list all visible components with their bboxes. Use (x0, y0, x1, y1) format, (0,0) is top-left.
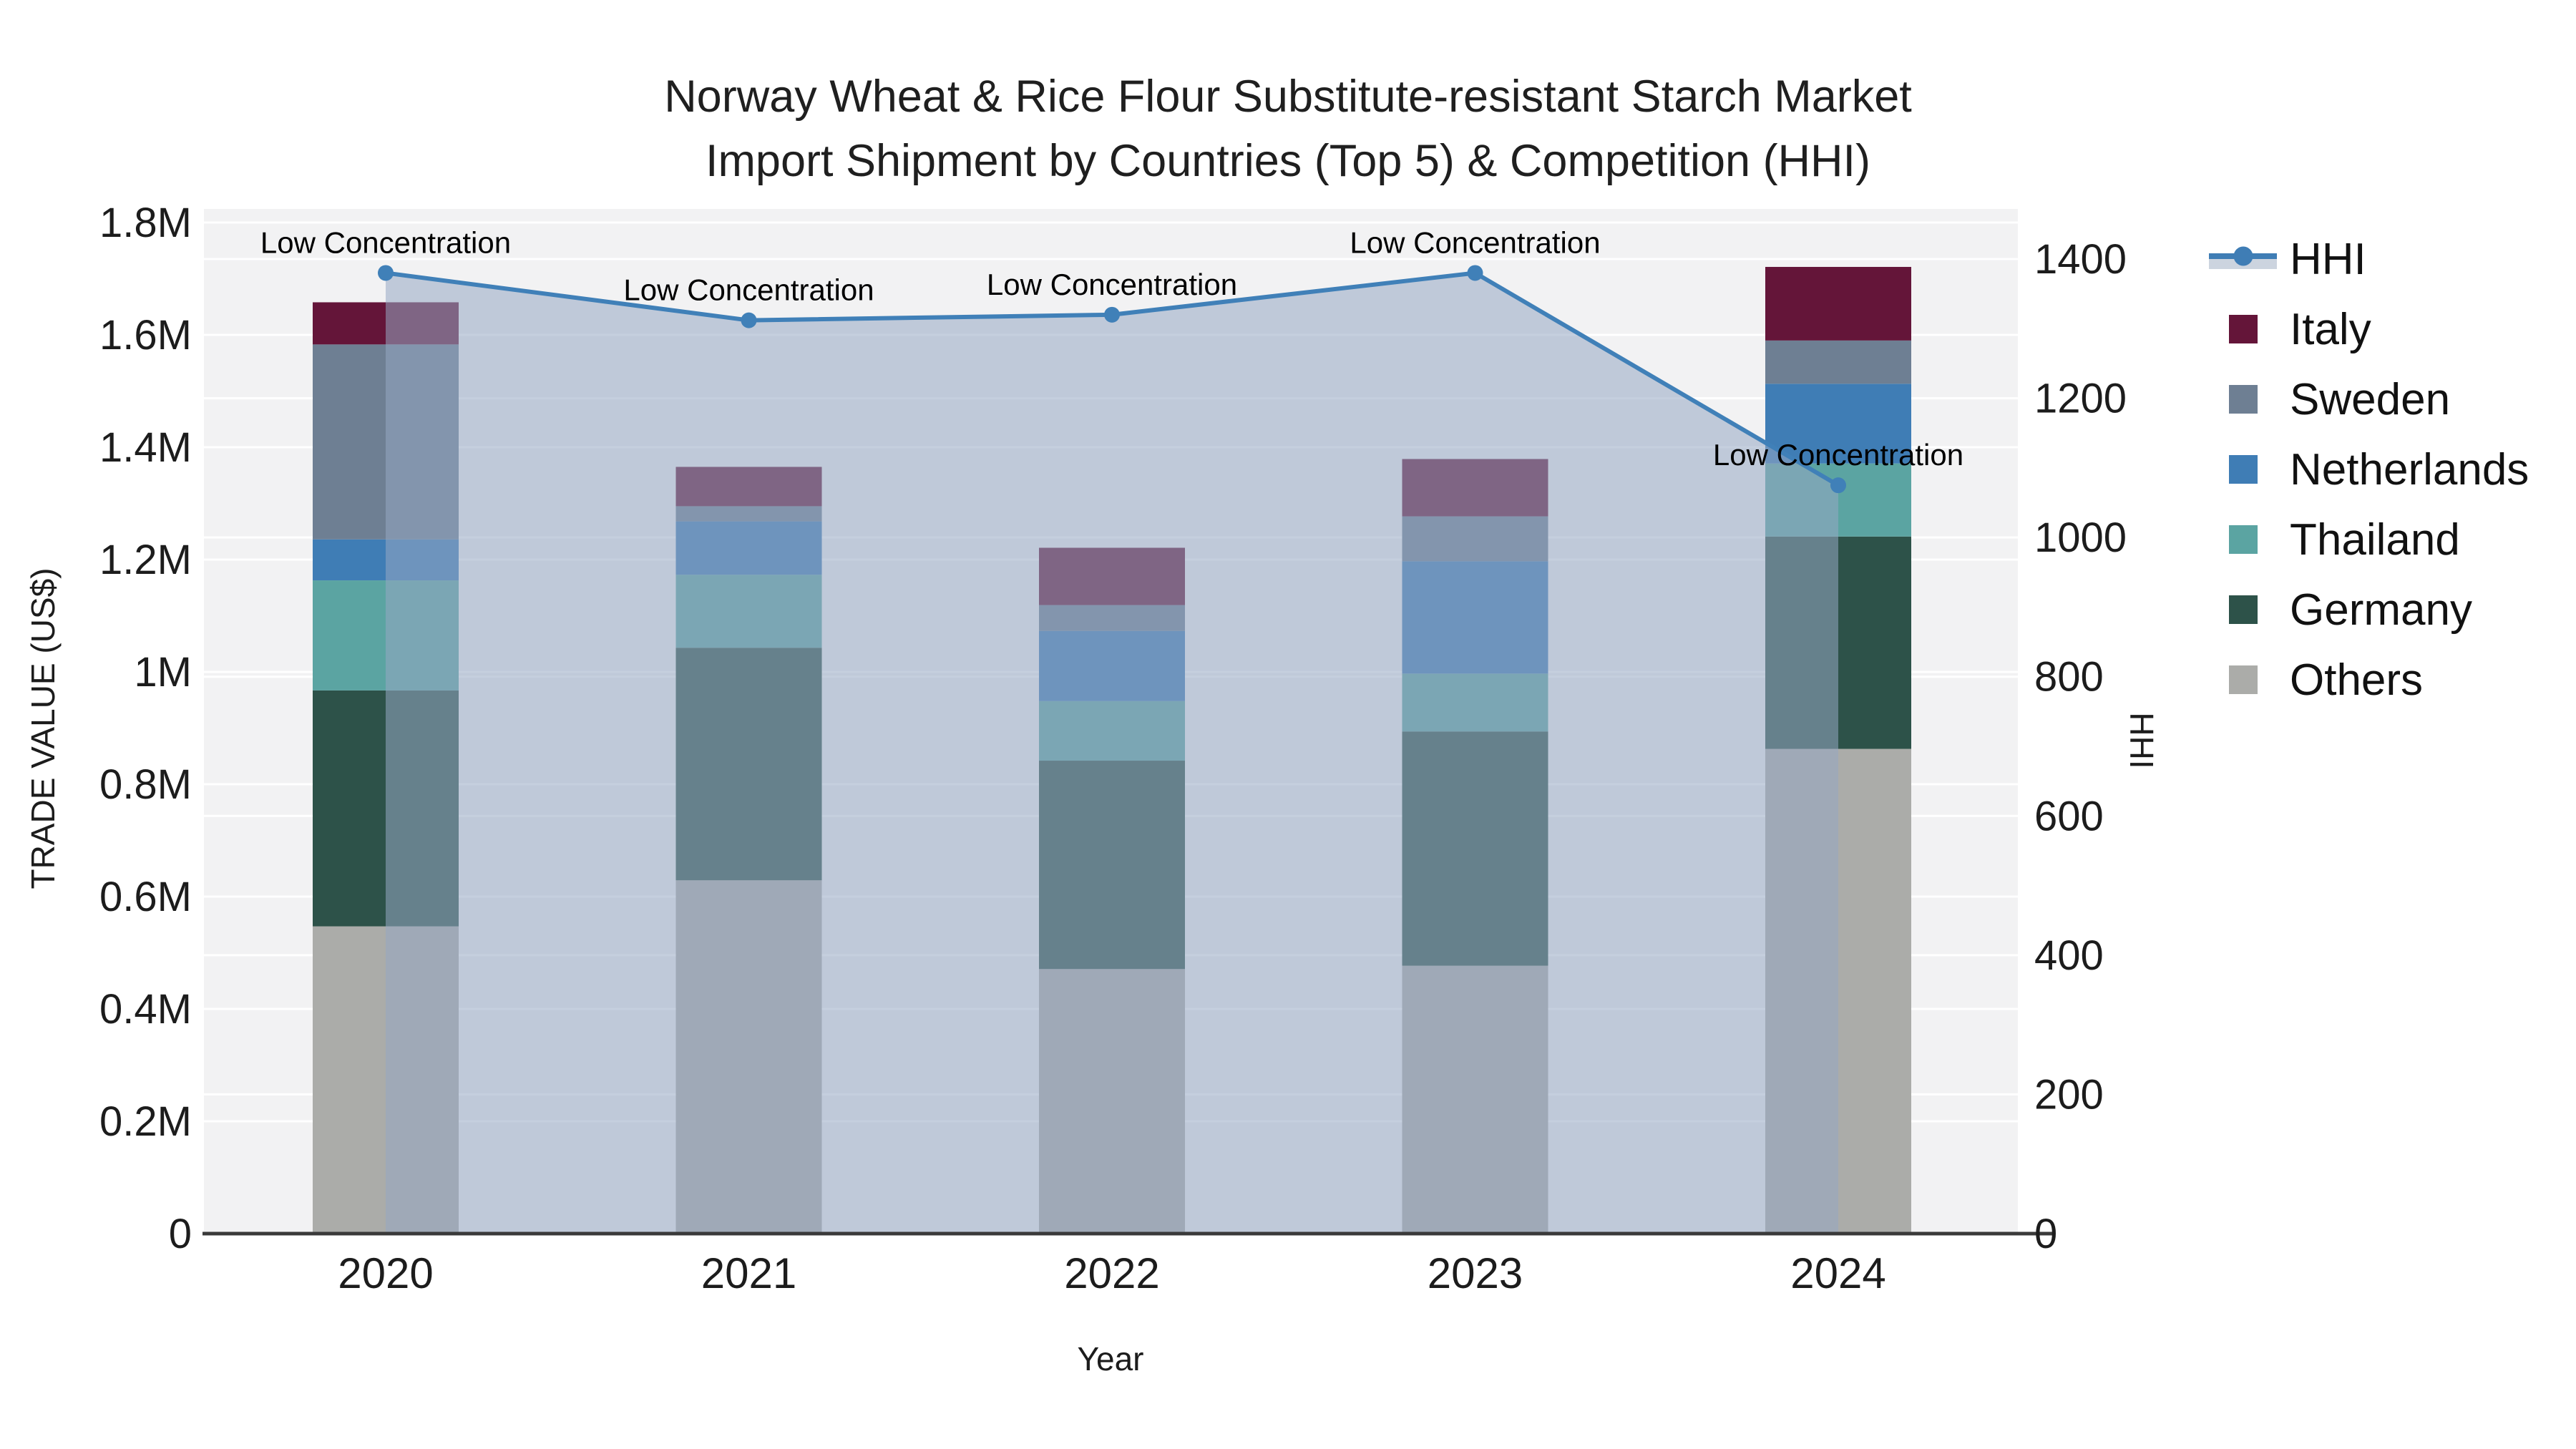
y-left-tick-0.6M: 0.6M (99, 874, 192, 920)
y-right-tick-800: 800 (2034, 654, 2104, 701)
legend-item-sweden[interactable]: Sweden (2209, 375, 2529, 424)
y-left-tick-0.8M: 0.8M (99, 761, 192, 808)
x-tick-2024: 2024 (1790, 1249, 1885, 1297)
legend-item-others[interactable]: Others (2209, 655, 2529, 705)
legend-swatch-sweden (2209, 385, 2277, 414)
hhi-point-2020[interactable] (378, 265, 394, 281)
x-tick-2021: 2021 (701, 1249, 796, 1297)
legend-item-germany[interactable]: Germany (2209, 585, 2529, 635)
y-left-tick-0.4M: 0.4M (99, 986, 192, 1033)
y-left-tick-1.4M: 1.4M (99, 424, 192, 471)
annotation-low-concentration-2022: Low Concentration (987, 268, 1237, 301)
legend-label-others: Others (2290, 655, 2424, 705)
color-square-icon (2228, 665, 2258, 694)
hhi-point-2024[interactable] (1830, 477, 1846, 494)
y-right-tick-1400: 1400 (2034, 236, 2127, 283)
legend-item-thailand[interactable]: Thailand (2209, 514, 2529, 565)
legend-swatch-netherlands (2209, 455, 2277, 484)
y-right-tick-600: 600 (2034, 793, 2104, 839)
x-tick-2023: 2023 (1428, 1249, 1523, 1297)
annotation-low-concentration-2024: Low Concentration (1713, 438, 1963, 472)
legend-label-thailand: Thailand (2290, 514, 2460, 565)
legend-label-hhi: HHI (2290, 234, 2366, 284)
color-square-icon (2228, 385, 2258, 414)
legend-label-germany: Germany (2290, 585, 2472, 635)
legend-item-hhi[interactable]: HHI (2209, 234, 2529, 284)
hhi-dot-icon (2233, 246, 2253, 266)
color-square-icon (2228, 595, 2258, 624)
annotation-low-concentration-2020: Low Concentration (260, 225, 511, 259)
chart-title: Norway Wheat & Rice Flour Substitute-res… (0, 64, 2576, 193)
annotation-low-concentration-2023: Low Concentration (1350, 225, 1600, 259)
y-right-tick-200: 200 (2034, 1071, 2104, 1118)
x-axis-title: Year (1077, 1340, 1144, 1377)
legend-label-sweden: Sweden (2290, 374, 2451, 424)
y-left-tick-1M: 1M (134, 649, 192, 696)
legend-item-italy[interactable]: Italy (2209, 304, 2529, 354)
legend-swatch-italy (2209, 315, 2277, 343)
y-right-tick-1000: 1000 (2034, 514, 2127, 561)
legend-swatch-others (2209, 665, 2277, 694)
bar-segment-sweden-2024[interactable] (1765, 340, 1911, 384)
hhi-area-fill (386, 273, 1838, 1234)
chart-title-line2: Import Shipment by Countries (Top 5) & C… (705, 136, 1871, 186)
x-tick-2020: 2020 (338, 1249, 433, 1297)
y-left-tick-1.8M: 1.8M (99, 200, 192, 246)
y-left-tick-0.2M: 0.2M (99, 1098, 192, 1145)
y-left-tick-1.6M: 1.6M (99, 312, 192, 358)
y-axis-title-left: TRADE VALUE (US$) (24, 567, 62, 889)
legend-label-netherlands: Netherlands (2290, 444, 2529, 494)
color-square-icon (2228, 315, 2258, 343)
y-right-tick-1200: 1200 (2034, 376, 2127, 422)
chart-title-line1: Norway Wheat & Rice Flour Substitute-res… (664, 72, 1912, 122)
legend-label-italy: Italy (2290, 304, 2371, 354)
legend-swatch-germany (2209, 595, 2277, 624)
color-square-icon (2228, 525, 2258, 554)
legend-swatch-thailand (2209, 525, 2277, 554)
legend-item-netherlands[interactable]: Netherlands (2209, 445, 2529, 494)
annotation-low-concentration-2021: Low Concentration (623, 273, 874, 307)
y-left-tick-0: 0 (169, 1211, 192, 1257)
color-square-icon (2228, 455, 2258, 484)
y-axis-title-right: HHI (2123, 712, 2160, 769)
hhi-line-swatch-icon (2209, 245, 2277, 273)
y-left-tick-1.2M: 1.2M (99, 537, 192, 583)
legend: HHI Italy Sweden Netherlands Thailand Germany… (2209, 234, 2529, 705)
y-right-tick-0: 0 (2034, 1211, 2057, 1257)
y-right-tick-400: 400 (2034, 932, 2104, 979)
hhi-point-2022[interactable] (1104, 306, 1120, 323)
bar-segment-netherlands-2024[interactable] (1765, 384, 1911, 464)
hhi-point-2023[interactable] (1467, 265, 1483, 281)
x-tick-2022: 2022 (1064, 1249, 1159, 1297)
hhi-point-2021[interactable] (741, 312, 757, 328)
bar-segment-italy-2024[interactable] (1765, 267, 1911, 341)
